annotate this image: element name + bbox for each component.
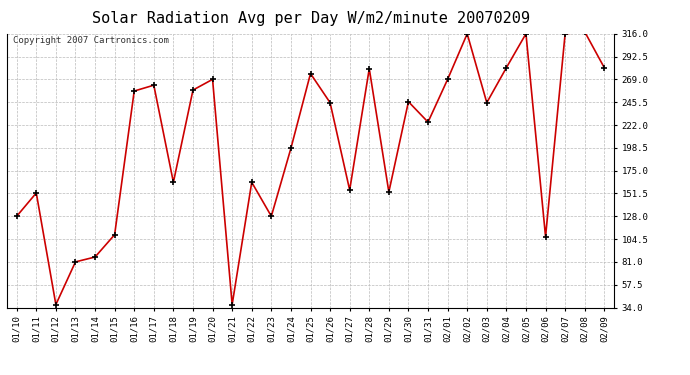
Text: Copyright 2007 Cartronics.com: Copyright 2007 Cartronics.com: [13, 36, 169, 45]
Text: Solar Radiation Avg per Day W/m2/minute 20070209: Solar Radiation Avg per Day W/m2/minute …: [92, 11, 529, 26]
